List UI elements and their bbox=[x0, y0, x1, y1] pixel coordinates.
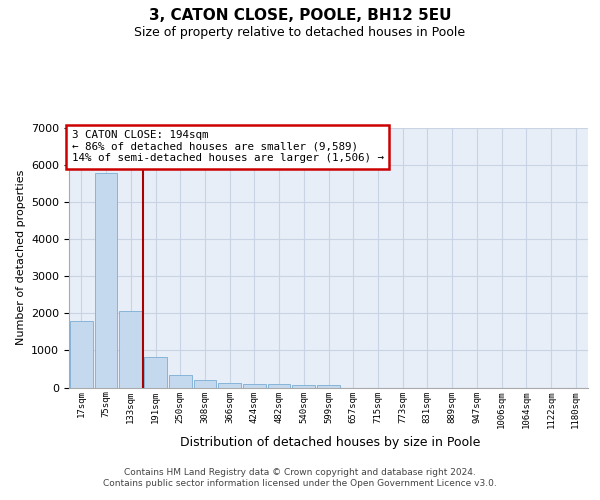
Text: Contains HM Land Registry data © Crown copyright and database right 2024.
Contai: Contains HM Land Registry data © Crown c… bbox=[103, 468, 497, 487]
Bar bbox=[268, 384, 290, 388]
Bar bbox=[194, 380, 216, 388]
Bar bbox=[218, 383, 241, 388]
Text: Size of property relative to detached houses in Poole: Size of property relative to detached ho… bbox=[134, 26, 466, 39]
Bar bbox=[95, 173, 118, 388]
Bar bbox=[169, 375, 191, 388]
Bar bbox=[144, 356, 167, 388]
Text: Distribution of detached houses by size in Poole: Distribution of detached houses by size … bbox=[180, 436, 480, 449]
Bar bbox=[243, 384, 266, 388]
Bar bbox=[70, 322, 93, 388]
Bar bbox=[119, 311, 142, 388]
Bar bbox=[292, 384, 315, 388]
Bar bbox=[317, 385, 340, 388]
Text: 3, CATON CLOSE, POOLE, BH12 5EU: 3, CATON CLOSE, POOLE, BH12 5EU bbox=[149, 8, 451, 22]
Y-axis label: Number of detached properties: Number of detached properties bbox=[16, 170, 26, 345]
Text: 3 CATON CLOSE: 194sqm
← 86% of detached houses are smaller (9,589)
14% of semi-d: 3 CATON CLOSE: 194sqm ← 86% of detached … bbox=[71, 130, 383, 164]
